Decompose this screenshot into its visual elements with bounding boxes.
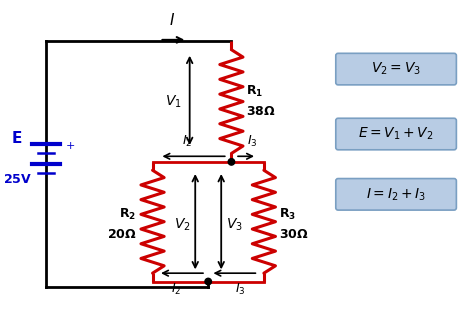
Text: $\mathbf{20\Omega}$: $\mathbf{20\Omega}$ [107,228,137,241]
Text: $\mathbf{R_1}$: $\mathbf{R_1}$ [246,84,264,99]
Text: $V_3$: $V_3$ [226,216,243,233]
Text: $E = V_1 + V_2$: $E = V_1 + V_2$ [358,126,434,142]
Text: $+$: $+$ [65,140,75,151]
Text: $I_3$: $I_3$ [247,134,257,149]
Text: $I$: $I$ [169,12,175,28]
FancyBboxPatch shape [336,178,456,210]
Text: $V_2$: $V_2$ [174,216,191,233]
Text: $\mathbf{30\Omega}$: $\mathbf{30\Omega}$ [279,228,309,241]
Text: $\mathbf{R_3}$: $\mathbf{R_3}$ [279,207,296,222]
Circle shape [205,278,211,285]
Text: $I_2$: $I_2$ [182,134,192,149]
Text: $I_2$: $I_2$ [171,281,181,297]
Text: $V_2 = V_3$: $V_2 = V_3$ [371,61,421,77]
FancyBboxPatch shape [336,53,456,85]
FancyBboxPatch shape [336,118,456,150]
Text: $I_3$: $I_3$ [236,281,246,297]
Text: $\mathbf{38\Omega}$: $\mathbf{38\Omega}$ [246,105,276,118]
Text: $V_1$: $V_1$ [164,93,182,110]
Text: $\mathbf{E}$: $\mathbf{E}$ [11,130,23,146]
Text: $I = I_2 + I_3$: $I = I_2 + I_3$ [366,186,426,202]
Text: $\mathbf{R_2}$: $\mathbf{R_2}$ [119,207,137,222]
Circle shape [228,159,235,165]
Text: $\mathbf{25V}$: $\mathbf{25V}$ [3,173,32,186]
